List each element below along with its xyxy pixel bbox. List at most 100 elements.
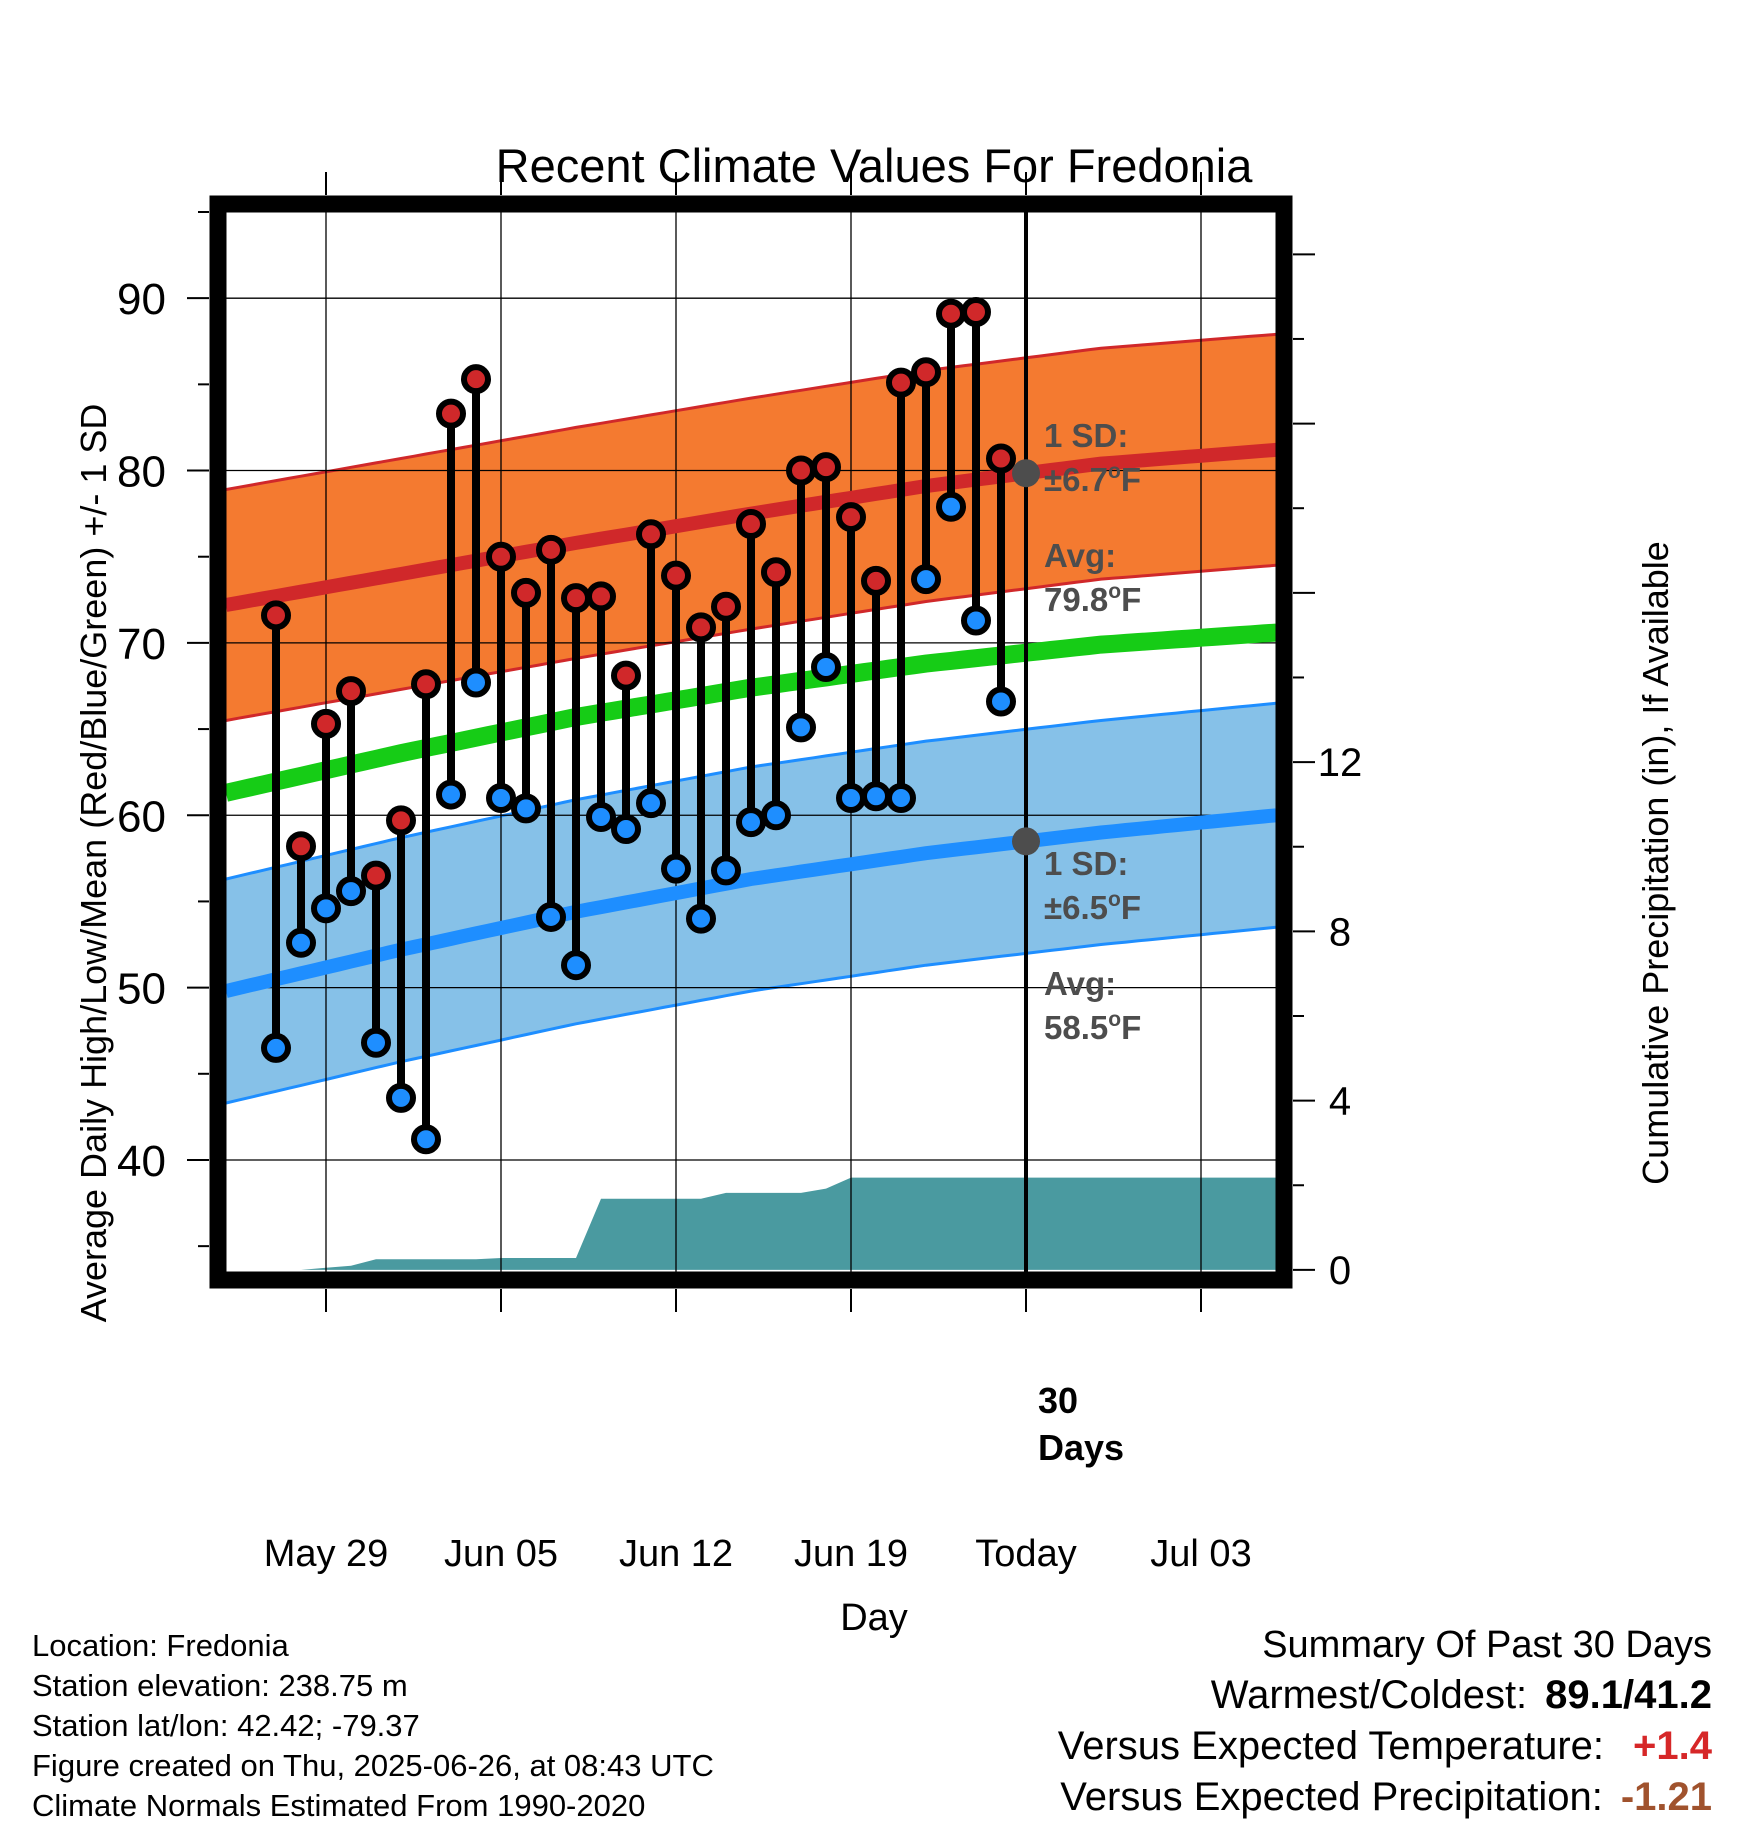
latlon-text: Station lat/lon: 42.42; -79.37 (32, 1708, 420, 1743)
low-sd-band (226, 703, 1276, 1104)
daily-high-point (811, 452, 841, 483)
y2-axis-label: Cumulative Precipitation (in), If Availa… (1635, 541, 1676, 1185)
daily-high-point (961, 296, 991, 327)
daily-low-point (836, 783, 866, 814)
y-axis-label: Average Daily High/Low/Mean (Red/Blue/Gr… (73, 404, 114, 1323)
daily-low-point (911, 564, 941, 595)
daily-low-point (686, 903, 716, 934)
x-axis-label: Day (840, 1597, 908, 1639)
plot-inner (226, 212, 1276, 1272)
daily-low-point (436, 779, 466, 810)
daily-high-point (311, 708, 341, 739)
x-tick-label: May 29 (264, 1533, 389, 1575)
y-tick-label: 80 (117, 448, 166, 497)
daily-low-point (886, 783, 916, 814)
high-sd-upper-line (226, 332, 1276, 491)
daily-high-point (786, 455, 816, 486)
low-avg-value: 58.5oF (1044, 1008, 1141, 1046)
daily-high-point (436, 398, 466, 429)
x-tick-label: Today (975, 1533, 1076, 1575)
x-tick-label: Jun 12 (619, 1533, 733, 1575)
daily-low-point (411, 1124, 441, 1155)
elevation-text: Station elevation: 238.75 m (32, 1668, 408, 1703)
daily-low-point (336, 876, 366, 907)
precip-departure-value: -1.21 (1620, 1775, 1712, 1819)
today-low-normal-point (1012, 827, 1040, 856)
daily-high-point (586, 581, 616, 612)
daily-low-point (361, 1027, 391, 1058)
daily-high-point (986, 443, 1016, 474)
temp-departure-label: Versus Expected Temperature: (1057, 1724, 1604, 1768)
daily-low-point (536, 901, 566, 932)
y-tick-label: 50 (117, 965, 166, 1014)
daily-high-point (861, 565, 891, 596)
daily-high-point (536, 534, 566, 565)
daily-high-point (361, 860, 391, 891)
daily-low-point (986, 686, 1016, 717)
daily-low-point (261, 1032, 291, 1063)
summary-title: Summary Of Past 30 Days (1262, 1624, 1712, 1666)
daily-high-point (386, 805, 416, 836)
daily-high-point (611, 660, 641, 691)
daily-high-point (636, 519, 666, 550)
daily-low-point (961, 605, 991, 636)
plot-area: 1 SD: ±6.7oF Avg: 79.8oF 1 SD: ±6.5oF Avg: 58.5… (117, 172, 1362, 1575)
y-tick-label: 40 (117, 1137, 166, 1186)
daily-high-point (411, 669, 441, 700)
x-tick-label: Jun 05 (444, 1533, 558, 1575)
daily-low-point (511, 793, 541, 824)
daily-high-point (736, 508, 766, 539)
high-sd-value: ±6.7oF (1044, 460, 1141, 498)
daily-high-point (886, 367, 916, 398)
daily-low-point (611, 814, 641, 845)
high-avg-label: Avg: (1044, 537, 1116, 574)
daily-high-point (686, 612, 716, 643)
y-tick-label: 70 (117, 620, 166, 669)
daily-high-point (261, 600, 291, 631)
daily-high-point (511, 577, 541, 608)
precip-area (226, 1177, 1276, 1270)
precip-departure-row: Versus Expected Precipitation: -1.21 (1058, 1772, 1712, 1823)
warmest-coldest-label: Warmest/Coldest: (1210, 1673, 1528, 1717)
y2-tick-label: 0 (1329, 1249, 1351, 1293)
y-tick-label: 60 (117, 792, 166, 841)
low-sd-value: ±6.5oF (1044, 888, 1141, 926)
daily-high-point (461, 364, 491, 395)
daily-low-point (311, 893, 341, 924)
daily-high-point (336, 676, 366, 707)
daily-low-point (461, 667, 491, 698)
y2-tick-label: 4 (1329, 1080, 1351, 1124)
daily-low-point (711, 855, 741, 886)
daily-low-point (861, 781, 891, 812)
y2-tick-label: 12 (1318, 741, 1363, 785)
daily-high-point (661, 560, 691, 591)
summary-panel: Summary Of Past 30 Days Warmest/Coldest:… (1058, 1620, 1712, 1823)
daily-low-point (636, 788, 666, 819)
high-avg-value: 79.8oF (1044, 580, 1141, 618)
low-avg-label: Avg: (1044, 965, 1116, 1002)
precip-departure-label: Versus Expected Precipitation: (1060, 1775, 1603, 1819)
daily-high-point (836, 502, 866, 533)
daily-low-point (811, 652, 841, 683)
daily-low-point (761, 800, 791, 831)
x-tick-label: Jul 03 (1150, 1533, 1251, 1575)
daily-low-point (786, 712, 816, 743)
low-sd-label: 1 SD: (1044, 845, 1128, 882)
warmest-coldest-row: Warmest/Coldest: 89.1/41.2 (1058, 1670, 1712, 1721)
daily-high-point (911, 357, 941, 388)
created-text: Figure created on Thu, 2025-06-26, at 08… (32, 1748, 714, 1783)
plot-frame (209, 195, 1293, 1289)
y-tick-label: 90 (117, 275, 166, 324)
daily-high-point (286, 831, 316, 862)
daily-low-point (386, 1082, 416, 1113)
x-tick-label: Jun 19 (794, 1533, 908, 1575)
daily-high-point (761, 557, 791, 588)
chart-title: Recent Climate Values For Fredonia (496, 139, 1254, 192)
normals-text: Climate Normals Estimated From 1990-2020 (32, 1788, 646, 1823)
daily-low-point (561, 950, 591, 981)
days-label: Days (1038, 1427, 1124, 1468)
daily-low-point (286, 927, 316, 958)
daily-low-point (736, 807, 766, 838)
warmest-coldest-value: 89.1/41.2 (1545, 1673, 1712, 1717)
